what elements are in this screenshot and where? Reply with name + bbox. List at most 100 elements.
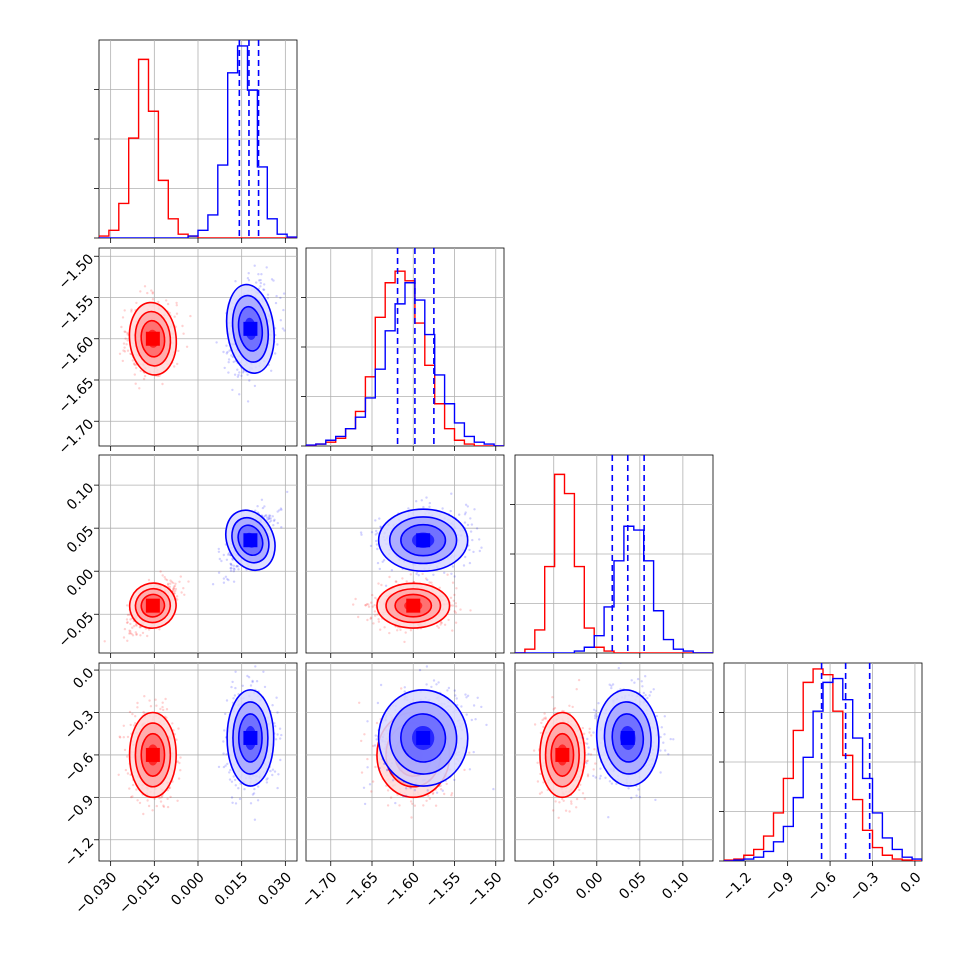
scatter-point — [139, 634, 142, 637]
density-peak-0 — [145, 747, 160, 762]
scatter-point — [273, 722, 276, 725]
scatter-point — [128, 710, 132, 714]
scatter-point — [177, 727, 180, 730]
y-tick-label: 0.0 — [70, 665, 97, 692]
y-tick-label: −1.55 — [56, 292, 98, 334]
scatter-point — [354, 597, 357, 601]
scatter-point — [161, 701, 164, 704]
scatter-point — [227, 361, 230, 364]
scatter-point — [249, 802, 253, 805]
scatter-point — [447, 618, 450, 622]
scatter-point — [124, 330, 127, 334]
scatter-point — [123, 346, 126, 349]
scatter-point — [230, 564, 233, 567]
scatter-point — [449, 596, 453, 599]
scatter-point — [363, 733, 366, 736]
scatter-point — [228, 771, 231, 774]
scatter-point — [217, 765, 221, 769]
scatter-point — [255, 680, 259, 683]
scatter-point — [371, 593, 374, 597]
scatter-point — [234, 686, 237, 690]
scatter-point — [366, 757, 369, 761]
scatter-point — [170, 580, 173, 583]
scatter-point — [267, 516, 271, 519]
scatter-point — [224, 712, 227, 716]
scatter-point — [122, 342, 126, 345]
scatter-point — [265, 781, 269, 784]
scatter-point — [122, 349, 125, 352]
scatter-point — [174, 589, 177, 593]
scatter-point — [173, 584, 177, 588]
scatter-point — [275, 696, 278, 699]
scatter-point — [143, 374, 147, 378]
scatter-point — [166, 805, 170, 809]
scatter-point — [123, 350, 127, 353]
scatter-point — [422, 505, 425, 509]
scatter-point — [399, 628, 402, 632]
scatter-point — [413, 804, 417, 807]
scatter-point — [129, 723, 132, 727]
histogram-panel-0 — [94, 39, 298, 243]
density-peak-1 — [416, 533, 431, 548]
scatter-point — [265, 266, 268, 269]
scatter-point — [276, 733, 279, 736]
scatter-point — [253, 787, 256, 791]
scatter-point — [379, 525, 382, 528]
scatter-point — [189, 314, 192, 318]
scatter-point — [234, 670, 237, 673]
histogram-series-1 — [515, 525, 713, 653]
scatter-point — [269, 514, 272, 517]
scatter-point — [241, 684, 244, 687]
scatter-point — [275, 294, 278, 298]
scatter-point — [238, 797, 242, 801]
scatter-point — [240, 374, 243, 377]
scatter-point — [183, 593, 186, 596]
scatter-point — [453, 575, 456, 578]
scatter-point — [360, 533, 363, 536]
scatter-point — [138, 801, 142, 805]
scatter-point — [246, 674, 249, 678]
scatter-point — [139, 290, 142, 293]
scatter-point — [283, 329, 286, 332]
scatter-point — [263, 685, 267, 689]
scatter-point — [377, 618, 380, 621]
scatter-point — [478, 549, 481, 553]
scatter-point — [134, 722, 137, 725]
scatter-point — [261, 506, 265, 510]
scatter-point — [265, 516, 269, 519]
gridlines — [306, 455, 504, 653]
scatter-point — [276, 786, 279, 790]
scatter-point — [135, 633, 138, 636]
scatter-point — [135, 366, 138, 370]
scatter-point — [151, 292, 154, 295]
scatter-point — [352, 603, 355, 606]
scatter-point — [133, 624, 136, 628]
scatter-point — [372, 744, 375, 748]
scatter-point — [128, 787, 131, 790]
scatter-point — [172, 587, 176, 590]
scatter-point — [118, 352, 122, 355]
scatter-point — [468, 561, 472, 565]
scatter-point — [369, 616, 373, 619]
scatter-point — [436, 624, 439, 628]
scatter-point — [232, 570, 235, 573]
scatter-point — [225, 558, 229, 561]
scatter-point — [222, 553, 225, 557]
scatter-point — [253, 384, 257, 388]
scatter-point — [222, 350, 225, 354]
scatter-point — [231, 355, 235, 359]
scatter-point — [394, 580, 397, 583]
scatter-point — [464, 503, 468, 506]
scatter-point — [179, 575, 182, 578]
scatter-point — [268, 514, 271, 517]
scatter-point — [480, 546, 483, 549]
scatter-point — [268, 520, 271, 524]
scatter-point — [430, 581, 433, 584]
scatter-point — [222, 752, 225, 755]
scatter-point — [151, 809, 154, 812]
scatter-point — [225, 699, 229, 702]
scatter-point — [450, 792, 454, 795]
scatter-point — [178, 761, 181, 765]
scatter-point — [247, 279, 251, 282]
